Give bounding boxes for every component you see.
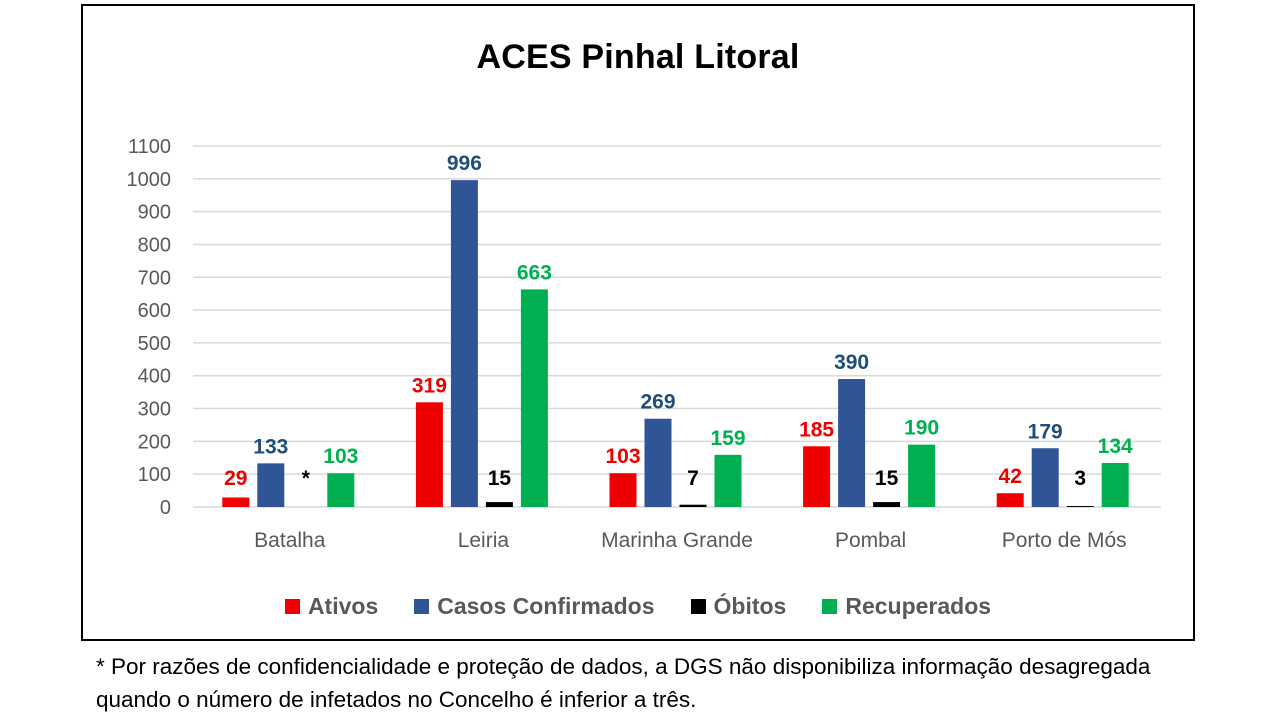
data-label: 103 — [323, 445, 358, 468]
data-label: 3 — [1074, 467, 1086, 490]
x-category-label: Marinha Grande — [601, 529, 753, 552]
data-label: 42 — [999, 465, 1022, 488]
data-label: 133 — [253, 435, 288, 458]
legend-swatch — [414, 599, 430, 614]
footnote: * Por razões de confidencialidade e prot… — [96, 654, 1151, 712]
bar — [1066, 506, 1094, 507]
data-label: 663 — [517, 261, 552, 284]
data-label: 319 — [412, 374, 447, 397]
bar — [803, 446, 831, 507]
data-label: 103 — [605, 445, 640, 468]
data-label: 185 — [799, 418, 834, 441]
legend-item: Óbitos — [690, 593, 787, 620]
y-tick-label: 300 — [138, 399, 171, 421]
bar — [873, 502, 901, 507]
y-tick-label: 900 — [138, 202, 171, 224]
legend-label: Óbitos — [713, 593, 787, 619]
y-tick-label: 1000 — [127, 169, 172, 191]
data-label: 7 — [687, 467, 699, 490]
bar — [908, 444, 936, 507]
bar — [450, 180, 478, 507]
y-tick-label: 600 — [138, 300, 171, 322]
chart-title: ACES Pinhal Litoral — [476, 38, 800, 76]
y-tick-label: 500 — [138, 333, 171, 355]
bar-chart: 0 100 200 300 400 500 600 700 800 900 1000 1100 Bata… — [127, 136, 1161, 552]
legend-item: Recuperados — [822, 593, 991, 620]
legend-swatch — [284, 599, 300, 614]
y-tick-label: 1100 — [128, 136, 171, 158]
bar — [1101, 463, 1129, 507]
bar — [609, 473, 637, 507]
y-tick-label: 400 — [138, 366, 171, 388]
bar — [520, 289, 548, 507]
data-label: 269 — [640, 391, 675, 414]
data-label: 15 — [875, 467, 899, 490]
y-tick-label: 700 — [138, 267, 171, 289]
x-category-label: Pombal — [835, 529, 906, 552]
bar — [714, 454, 742, 507]
x-category-label: Batalha — [254, 529, 326, 552]
y-tick-label: 800 — [138, 234, 171, 256]
data-label: * — [302, 467, 311, 490]
data-label: 390 — [834, 351, 869, 374]
bar — [327, 473, 355, 507]
bar — [1031, 448, 1059, 507]
bar — [644, 418, 672, 507]
y-tick-label: 200 — [138, 431, 171, 453]
data-label: 190 — [904, 417, 939, 440]
bar — [838, 379, 866, 507]
bar — [679, 504, 707, 507]
legend-label: Recuperados — [845, 593, 992, 619]
data-label: 996 — [447, 152, 482, 175]
bar — [485, 502, 513, 507]
legend-item: Ativos — [284, 593, 379, 620]
bar — [415, 402, 443, 507]
bar — [996, 493, 1024, 507]
data-label: 179 — [1028, 420, 1063, 443]
bar — [222, 497, 250, 507]
data-label: 29 — [224, 467, 247, 490]
legend-swatch — [822, 599, 838, 614]
x-category-label: Leiria — [458, 529, 510, 552]
data-label: 134 — [1098, 435, 1133, 458]
data-label: 159 — [710, 427, 745, 450]
y-tick-label: 100 — [138, 464, 171, 486]
legend-item: Casos Confirmados — [414, 593, 655, 620]
bar — [257, 463, 285, 507]
y-tick-label: 0 — [160, 497, 171, 519]
chart-frame: ACES Pinhal Litoral 0 100 200 300 400 500 600 7… — [81, 4, 1195, 641]
data-label: 15 — [488, 467, 512, 490]
legend-label: Ativos — [307, 593, 379, 619]
legend-swatch — [690, 599, 706, 614]
x-category-label: Porto de Mós — [1002, 529, 1127, 552]
chart-legend: Ativos Casos Confirmados Óbitos Recuperados — [83, 593, 1193, 620]
legend-label: Casos Confirmados — [437, 593, 655, 619]
